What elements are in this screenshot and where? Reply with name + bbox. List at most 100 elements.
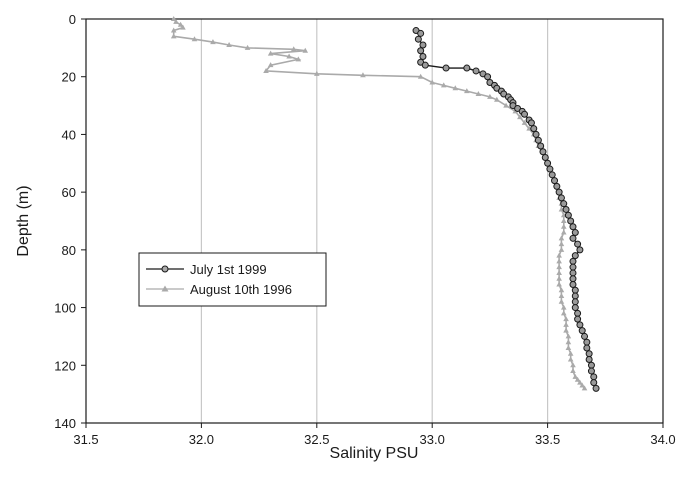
plot-area-frame: [86, 19, 663, 423]
data-point-august-1996: [563, 328, 569, 333]
data-point-august-1996: [559, 241, 565, 246]
data-point-august-1996: [556, 264, 562, 269]
data-point-august-1996: [566, 339, 572, 344]
x-tick-label: 32.5: [304, 432, 329, 447]
x-tick-label: 33.5: [535, 432, 560, 447]
data-point-july-1999: [464, 65, 470, 71]
data-point-july-1999: [593, 385, 599, 391]
data-point-july-1999: [522, 111, 528, 117]
y-tick-label: 100: [54, 301, 76, 316]
data-point-july-1999: [570, 235, 576, 241]
data-point-july-1999: [473, 68, 479, 74]
data-point-july-1999: [577, 247, 583, 253]
data-point-august-1996: [561, 310, 567, 315]
data-point-july-1999: [577, 322, 583, 328]
data-point-august-1996: [566, 345, 572, 350]
data-point-july-1999: [584, 339, 590, 345]
data-point-july-1999: [565, 212, 571, 218]
data-point-august-1996: [556, 281, 562, 286]
data-point-july-1999: [485, 74, 491, 80]
data-point-july-1999: [552, 178, 558, 184]
data-point-august-1996: [556, 258, 562, 263]
y-tick-label: 140: [54, 416, 76, 431]
data-point-july-1999: [588, 362, 594, 368]
y-tick-label: 80: [62, 243, 76, 258]
data-point-july-1999: [572, 230, 578, 236]
data-point-july-1999: [528, 120, 534, 126]
data-point-august-1996: [561, 230, 567, 235]
data-point-july-1999: [538, 143, 544, 149]
legend-label-july-1999: July 1st 1999: [190, 262, 267, 277]
data-point-july-1999: [418, 30, 424, 36]
data-point-july-1999: [575, 241, 581, 247]
data-point-july-1999: [535, 137, 541, 143]
data-point-july-1999: [570, 270, 576, 276]
data-point-july-1999: [533, 131, 539, 137]
data-point-july-1999: [575, 316, 581, 322]
series-line-august-1996: [174, 19, 585, 388]
x-tick-label: 32.0: [189, 432, 214, 447]
y-axis: 0 20 40 60 80 100 120 140: [54, 12, 86, 431]
data-point-august-1996: [566, 333, 572, 338]
data-point-july-1999: [558, 195, 564, 201]
data-point-july-1999: [570, 281, 576, 287]
data-point-august-1996: [563, 322, 569, 327]
legend: July 1st 1999 August 10th 1996: [139, 253, 326, 306]
data-point-july-1999: [420, 42, 426, 48]
series-august-1996: [171, 16, 587, 390]
data-point-july-1999: [418, 48, 424, 54]
legend-label-august-1996: August 10th 1996: [190, 282, 292, 297]
series-layer: [171, 16, 599, 391]
y-tick-label: 0: [69, 12, 76, 27]
data-point-july-1999: [556, 189, 562, 195]
data-point-august-1996: [556, 253, 562, 258]
data-point-july-1999: [420, 54, 426, 60]
data-point-july-1999: [572, 293, 578, 299]
data-point-july-1999: [554, 183, 560, 189]
data-point-july-1999: [586, 357, 592, 363]
data-point-july-1999: [570, 258, 576, 264]
data-point-july-1999: [572, 299, 578, 305]
data-point-august-1996: [568, 351, 574, 356]
y-tick-label: 40: [62, 127, 76, 142]
data-point-august-1996: [568, 357, 574, 362]
x-tick-label: 34.0: [650, 432, 675, 447]
data-point-august-1996: [559, 235, 565, 240]
data-point-july-1999: [545, 160, 551, 166]
x-tick-label: 33.0: [420, 432, 445, 447]
data-point-july-1999: [549, 172, 555, 178]
data-point-august-1996: [570, 368, 576, 373]
data-point-august-1996: [559, 293, 565, 298]
data-point-july-1999: [575, 310, 581, 316]
data-point-july-1999: [572, 305, 578, 311]
data-point-august-1996: [556, 270, 562, 275]
data-point-july-1999: [561, 201, 567, 207]
data-point-august-1996: [559, 299, 565, 304]
data-point-july-1999: [591, 374, 597, 380]
data-point-august-1996: [561, 305, 567, 310]
data-point-august-1996: [559, 247, 565, 252]
data-point-august-1996: [561, 218, 567, 223]
data-point-july-1999: [579, 328, 585, 334]
series-july-1999: [413, 28, 599, 392]
data-point-july-1999: [586, 351, 592, 357]
data-point-july-1999: [531, 126, 537, 132]
y-tick-label: 20: [62, 70, 76, 85]
data-point-july-1999: [540, 149, 546, 155]
data-point-august-1996: [563, 316, 569, 321]
gridlines: [201, 19, 547, 423]
x-axis: 31.5 32.0 32.5 33.0 33.5 34.0: [73, 423, 675, 447]
data-point-july-1999: [572, 287, 578, 293]
data-point-july-1999: [570, 264, 576, 270]
data-point-august-1996: [556, 276, 562, 281]
x-tick-label: 31.5: [73, 432, 98, 447]
data-point-july-1999: [568, 218, 574, 224]
data-point-july-1999: [570, 224, 576, 230]
data-point-july-1999: [422, 62, 428, 68]
data-point-july-1999: [591, 380, 597, 386]
y-axis-title: Depth (m): [15, 185, 32, 256]
data-point-july-1999: [572, 253, 578, 259]
data-point-august-1996: [570, 362, 576, 367]
data-point-july-1999: [588, 368, 594, 374]
